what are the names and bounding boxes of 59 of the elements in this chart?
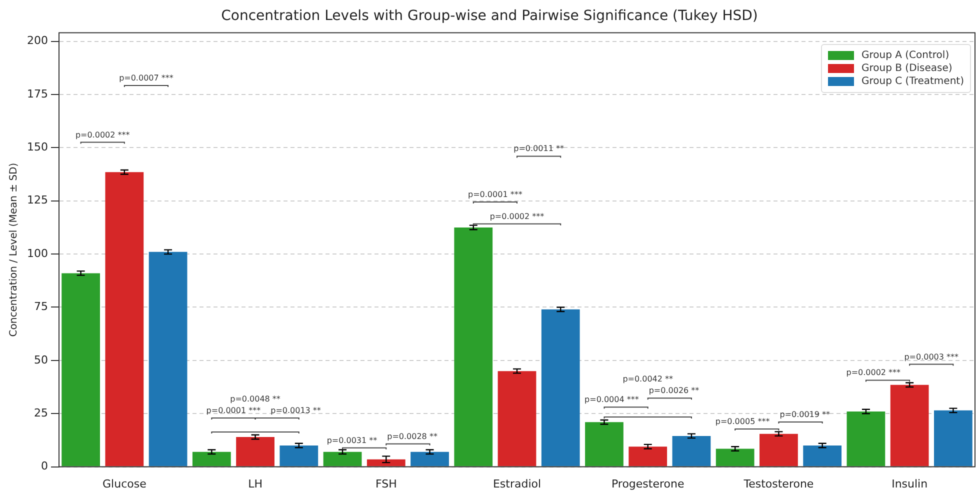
annotation: p=0.0005 *** — [715, 416, 770, 426]
bar — [672, 436, 711, 466]
bar — [105, 172, 144, 466]
annotation: p=0.0007 *** — [119, 74, 174, 83]
x-tick-label: Estradiol — [492, 477, 542, 490]
annotation: p=0.0031 ** — [326, 436, 378, 445]
x-tick-label: FSH — [375, 477, 397, 490]
chart-title: Concentration Levels with Group-wise and Pairwise Significance (Tukey HSD) — [221, 8, 758, 24]
y-tick-label: 25 — [34, 406, 48, 420]
x-tick-label: Testosterone — [742, 477, 814, 490]
bar — [934, 410, 972, 466]
y-tick-label: 100 — [26, 246, 48, 260]
bar — [803, 446, 842, 466]
bar — [454, 227, 493, 466]
bar — [280, 446, 318, 466]
bar — [760, 434, 798, 466]
bar — [192, 452, 231, 466]
y-tick-label: 150 — [26, 140, 48, 154]
legend-label: Group C (Treatment) — [862, 76, 964, 87]
x-tick-label: Progesterone — [611, 477, 684, 490]
bar — [628, 446, 668, 466]
y-tick-label: 125 — [26, 194, 48, 207]
annotation: p=0.0003 *** — [904, 352, 959, 362]
annotation: p=0.0001 *** — [468, 190, 522, 200]
bar — [62, 273, 100, 466]
annotation: p=0.0001 *** — [206, 406, 261, 416]
bar — [366, 459, 406, 466]
y-tick-label: 0 — [40, 460, 48, 473]
bar — [410, 452, 449, 466]
y-tick-label: 50 — [34, 353, 48, 366]
bar — [846, 411, 886, 466]
legend-label: Group B (Disease) — [862, 63, 952, 74]
annotation: p=0.0048 ** — [230, 394, 280, 404]
annotation: p=0.0002 *** — [846, 368, 901, 378]
annotation: p=0.0013 ** — [270, 406, 321, 416]
y-tick-label: 200 — [26, 34, 48, 48]
bar — [323, 452, 362, 466]
x-tick-label: Insulin — [892, 477, 928, 490]
annotation: p=0.0019 ** — [780, 410, 830, 420]
bar — [148, 252, 188, 466]
y-tick-label: 75 — [34, 300, 48, 314]
annotation: p=0.0011 ** — [514, 144, 564, 154]
annotation: p=0.0002 *** — [490, 212, 544, 221]
bar — [498, 371, 536, 466]
bar — [541, 309, 580, 466]
y-tick-label: 175 — [26, 87, 48, 100]
bar — [716, 448, 754, 466]
x-tick-label: LH — [248, 477, 262, 490]
y-axis-title: Concentration / Level (Mean ± SD) — [8, 162, 20, 337]
annotation: p=0.0042 ** — [622, 374, 674, 384]
bar — [890, 384, 929, 466]
annotation: p=0.0004 *** — [584, 395, 639, 404]
bar — [236, 437, 274, 466]
x-tick-label: Glucose — [102, 477, 147, 490]
annotation: p=0.0002 *** — [75, 130, 130, 140]
annotation: p=0.0026 ** — [648, 386, 700, 396]
legend-label: Group A (Control) — [862, 50, 950, 61]
bar — [585, 422, 624, 466]
annotation: p=0.0028 ** — [387, 432, 438, 441]
